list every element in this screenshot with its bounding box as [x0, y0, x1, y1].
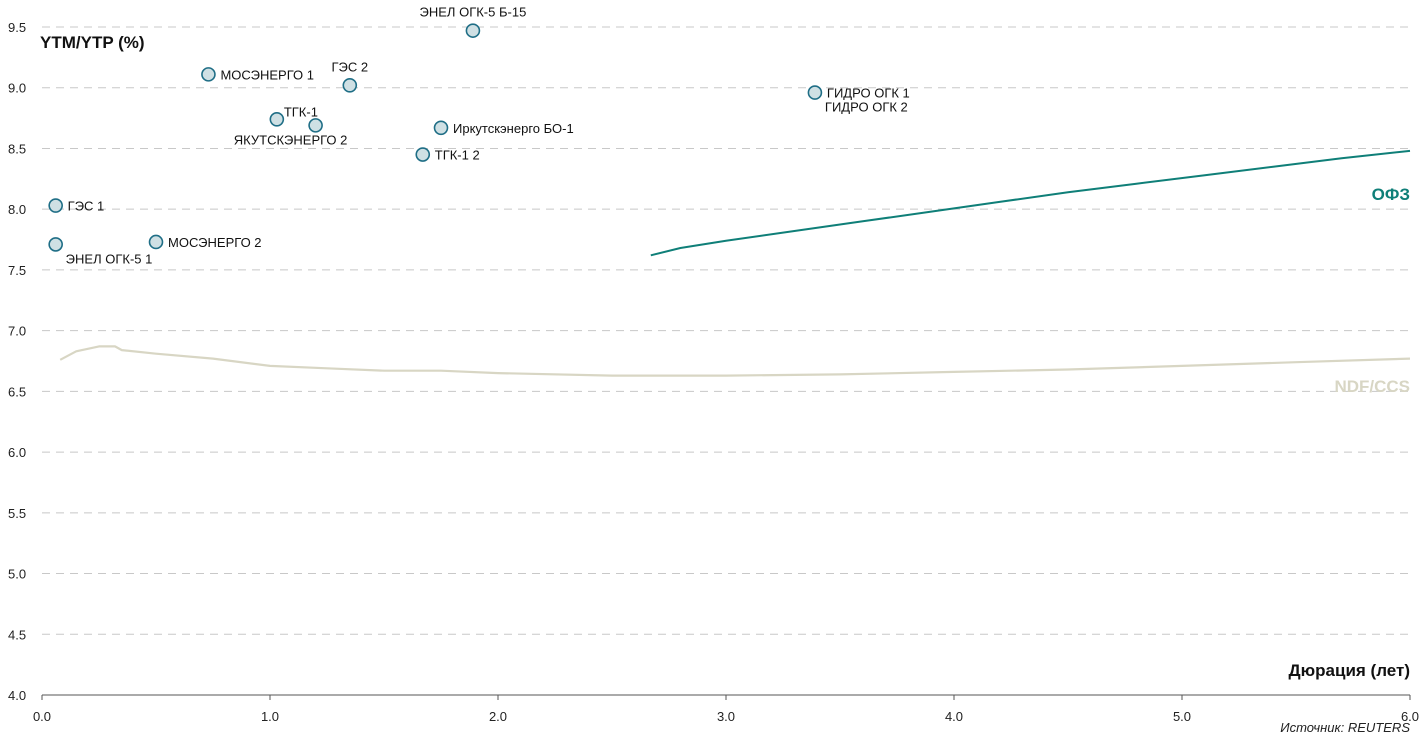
x-tick-label: 4.0 [945, 709, 963, 724]
data-point-marker [465, 23, 481, 38]
x-tick-label: 3.0 [717, 709, 735, 724]
data-point-label: ГЭС 2 [331, 59, 368, 74]
source-note: Источник: REUTERS [1280, 720, 1410, 735]
data-point-label: ЯКУТСКЭНЕРГО 2 [234, 132, 348, 147]
data-point-marker [48, 198, 63, 213]
ndf-ccs-curve [59, 345, 1411, 377]
gridlines [41, 26, 1411, 700]
series-label-ofz: ОФЗ [1372, 185, 1410, 204]
y-tick-label: 6.5 [8, 384, 26, 399]
x-axis-label: Дюрация (лет) [1289, 661, 1410, 680]
series-label-ndf-ccs: NDF/CCS [1334, 377, 1410, 396]
data-point-marker [148, 234, 164, 250]
y-tick-label: 9.5 [8, 20, 26, 35]
data-point-label: ТГК-1 2 [435, 148, 480, 163]
data-point-marker [269, 112, 285, 127]
y-tick-label: 5.0 [8, 567, 26, 582]
y-tick-label: 4.5 [8, 627, 26, 642]
curves [59, 149, 1411, 377]
data-point-label: ЭНЕЛ ОГК-5 1 [66, 251, 153, 266]
data-point-marker [308, 118, 323, 133]
y-tick-label: 8.0 [8, 202, 26, 217]
data-point-label: Иркутскэнерго БО-1 [453, 121, 574, 136]
data-point-marker [415, 147, 431, 162]
ofz-curve [650, 149, 1411, 257]
data-point-label: ТГК-1 [284, 104, 318, 119]
y-tick-label: 5.5 [8, 506, 26, 521]
y-tick-label: 8.5 [8, 141, 26, 156]
y-tick-label: 7.0 [8, 324, 26, 339]
y-tick-label: 6.0 [8, 445, 26, 460]
data-point-label: ГИДРО ОГК 2 [825, 100, 908, 115]
y-axis-label: YTM/YTP (%) [40, 33, 145, 52]
x-tick-label: 6.0 [1401, 709, 1419, 724]
y-tick-label: 7.5 [8, 263, 26, 278]
x-tick-label: 5.0 [1173, 709, 1191, 724]
x-tick-label: 2.0 [489, 709, 507, 724]
data-points: ЭНЕЛ ОГК-5 Б-15 ГЭС 2 МОСЭНЕРГО 1 ГИДРО ОГК… [48, 5, 910, 266]
data-point-label: ГЭС 1 [68, 199, 105, 214]
data-point-marker [807, 85, 823, 100]
data-point-marker [433, 120, 449, 136]
data-point-label: МОСЭНЕРГО 2 [168, 235, 262, 250]
data-point-label: МОСЭНЕРГО 1 [220, 67, 314, 82]
tick-labels: 4.0 4.5 5.0 5.5 6.0 6.5 7.0 7.5 8.0 8.5 9.0 9.5 0.0 1… [8, 20, 1419, 724]
x-tick-label: 1.0 [261, 709, 279, 724]
data-point-marker [201, 67, 216, 82]
data-point-marker [342, 77, 358, 93]
data-point-label: ЭНЕЛ ОГК-5 Б-15 [420, 5, 527, 20]
x-tick-label: 0.0 [33, 709, 51, 724]
data-point-marker [48, 237, 63, 252]
data-point-label: ГИДРО ОГК 1 [827, 86, 910, 101]
y-tick-label: 9.0 [8, 81, 26, 96]
y-tick-label: 4.0 [8, 688, 26, 703]
